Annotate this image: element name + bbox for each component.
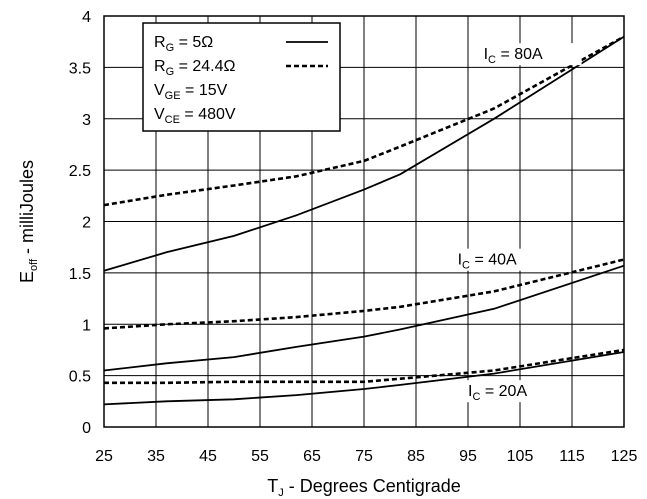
- legend-entry-label: VCE = 480V: [154, 106, 236, 126]
- legend-entry-label: VGE = 15V: [154, 82, 228, 102]
- y-tick-label: 3: [82, 112, 91, 129]
- annotation-layer: IC = 80A IC = 40A IC = 20A: [451, 43, 582, 403]
- x-tick-label: 125: [611, 448, 638, 465]
- y-tick-label: 0: [82, 420, 91, 437]
- y-tick-label: 4: [82, 9, 91, 26]
- current-label: IC = 80A: [484, 46, 543, 66]
- annotation-background: [451, 248, 556, 271]
- x-axis-title: TJ - Degrees Centigrade: [267, 476, 461, 499]
- axis-titles: TJ - Degrees Centigrade Eoff - milliJoule…: [17, 160, 461, 499]
- y-tick-label: 0.5: [69, 369, 91, 386]
- series-line-40A-solid: [103, 264, 625, 372]
- current-label: IC = 40A: [458, 252, 517, 272]
- legend: RG = 5Ω RG = 24.4Ω VGE = 15V VCE = 480V: [142, 22, 341, 132]
- legend-box: [142, 22, 341, 132]
- annotation-background: [477, 43, 582, 66]
- y-tick-label: 1.5: [69, 266, 91, 283]
- y-tick-label: 2: [82, 215, 91, 232]
- y-tick-label: 3.5: [69, 60, 91, 77]
- x-tick-label: 115: [559, 448, 585, 465]
- x-tick-label: 65: [303, 448, 321, 465]
- tick-layer: 25 35 45 55 65 75 85 95 105 115 125 0 0.5 1 1.5 2 2.5 3 3.…: [69, 9, 638, 465]
- x-tick-label: 45: [199, 448, 217, 465]
- x-tick-label: 35: [147, 448, 165, 465]
- series-layer: [103, 35, 625, 406]
- series-line-20A-dashed: [104, 348, 625, 385]
- x-tick-label: 55: [251, 448, 269, 465]
- x-tick-label: 75: [355, 448, 373, 465]
- current-label: IC = 20A: [468, 383, 527, 403]
- series-line-20A-solid: [103, 351, 625, 406]
- y-tick-label: 2.5: [69, 163, 91, 180]
- x-tick-label: 105: [507, 448, 534, 465]
- legend-entry-label: RG = 24.4Ω: [154, 58, 236, 78]
- series-line-80A-solid: [103, 35, 625, 272]
- x-tick-label: 25: [95, 448, 113, 465]
- plot-frame: [103, 15, 625, 428]
- legend-entry-label: RG = 5Ω: [154, 34, 213, 54]
- series-line-40A-dashed: [103, 258, 625, 330]
- y-axis-title: Eoff - milliJoules: [17, 160, 40, 283]
- x-tick-label: 85: [407, 448, 425, 465]
- x-tick-label: 95: [459, 448, 477, 465]
- annotation-background: [462, 380, 566, 403]
- y-tick-label: 1: [82, 317, 91, 334]
- series-line-80A-dashed: [103, 35, 625, 207]
